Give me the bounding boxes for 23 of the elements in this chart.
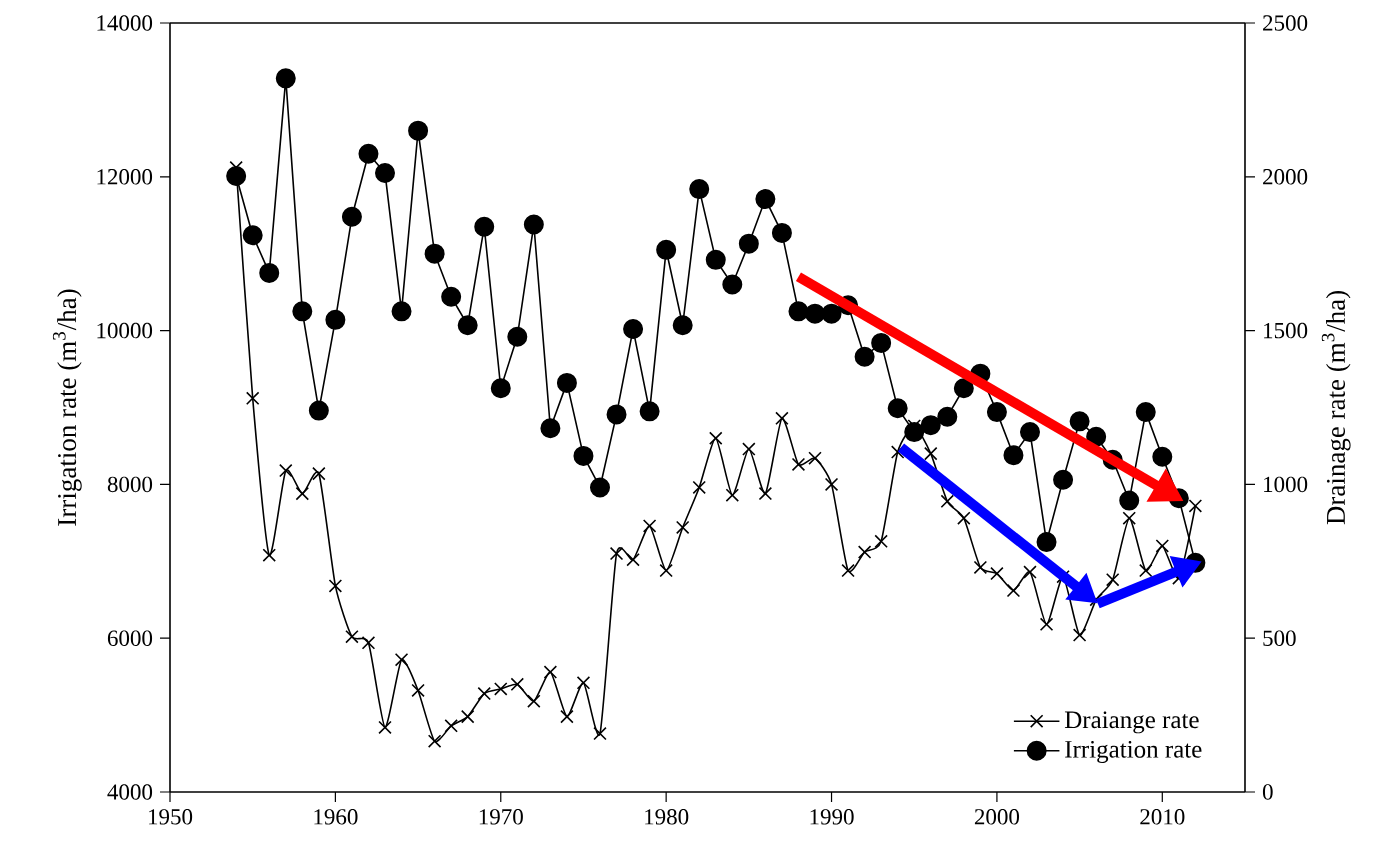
- x-tick-label: 1990: [810, 809, 854, 825]
- x-tick-label: 2010: [1140, 809, 1185, 825]
- x-tick-label: 2000: [974, 809, 1020, 825]
- y2-tick-label: 0: [1262, 784, 1273, 800]
- y2-tick-label: 500: [1263, 630, 1296, 646]
- y2-tick-label: 2000: [1263, 169, 1308, 185]
- y-tick-label: 4000: [107, 784, 153, 800]
- y-tick-label: 12000: [97, 169, 153, 185]
- y-tick-label: 14000: [97, 15, 153, 31]
- y2-axis-title: Drainage rate (m$^{3}$/ha): [1321, 291, 1351, 525]
- y-axis-title: Irrigation rate (m$^{3}$/ha): [52, 289, 82, 526]
- y2-tick-label: 1000: [1264, 476, 1308, 493]
- x-tick-label: 1960: [314, 809, 358, 825]
- y2-tick-label: 1500: [1264, 322, 1308, 339]
- y2-tick-label: 2500: [1263, 15, 1308, 31]
- x-tick-label: 1970: [479, 809, 523, 825]
- x-tick-label: 1950: [149, 809, 193, 825]
- y-tick-label: 10000: [97, 322, 153, 339]
- legend-label: Irrigation rate: [1065, 740, 1202, 763]
- y-tick-label: 6000: [107, 630, 153, 646]
- legend-label: Draiange rate: [1064, 711, 1199, 734]
- y-tick-label: 8000: [107, 476, 153, 493]
- x-tick-label: 1980: [645, 809, 689, 825]
